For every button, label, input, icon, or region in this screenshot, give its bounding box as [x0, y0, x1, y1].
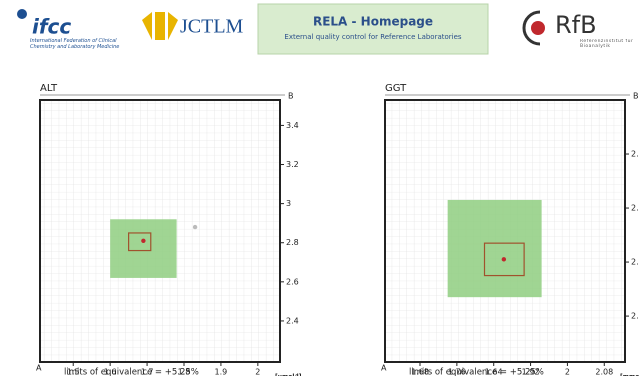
jctlm-logo[interactable]: JCTLM	[142, 12, 244, 40]
ifcc-subtitle: International Federation of Clinical Che…	[30, 38, 120, 50]
x-tick-label: 1.8	[178, 368, 191, 376]
data-point	[192, 224, 198, 230]
ifcc-word: ifcc	[32, 15, 71, 39]
rfb-subtitle: Referenzinstitut für Bioanalytik	[580, 39, 634, 49]
x-tick-label: 1.68	[411, 368, 429, 376]
x-tick-label: 2.08	[595, 368, 613, 376]
x-axis-label: A	[381, 364, 387, 373]
chart-title: GGT	[385, 83, 407, 94]
equivalence-region	[110, 219, 177, 278]
y-tick-label: 2.6	[631, 204, 639, 213]
rela-banner[interactable]: RELA - Homepage External quality control…	[257, 3, 489, 55]
equivalence-note: limits of equivalence = +5.25%	[64, 368, 199, 376]
y-axis-label: B	[288, 92, 294, 101]
y-tick-label: 3	[286, 199, 291, 208]
y-tick-label: 2.4	[631, 258, 639, 267]
y-tick-label: 2.8	[631, 150, 639, 159]
y-tick-label: 2.4	[286, 316, 299, 325]
x-tick-label: 1.9	[215, 368, 228, 376]
y-tick-label: 3.2	[286, 160, 299, 169]
rfb-word: RfB	[555, 11, 597, 39]
unit-label: [mmol/l]	[620, 374, 639, 376]
data-point	[141, 238, 146, 243]
x-tick-label: 1.64	[485, 368, 503, 376]
y-tick-label: 2.8	[286, 238, 299, 247]
rfb-subtitle-box: Referenzinstitut für Bioanalytik	[580, 39, 634, 49]
x-tick-label: 1.5	[67, 368, 80, 376]
chart-title: ALT	[40, 83, 58, 94]
ifcc-logo[interactable]: ifcc International Federation of Clinica…	[17, 9, 120, 62]
y-tick-label: 3.4	[286, 121, 299, 130]
x-tick-label: 1.76	[448, 368, 466, 376]
rfb-logo[interactable]: RfB Referenzinstitut für Bioanalytik	[522, 10, 639, 53]
x-tick-label: 2	[255, 368, 260, 376]
x-tick-label: 1.6	[104, 368, 117, 376]
y-tick-label: 2.6	[286, 277, 299, 286]
unit-label: [umol/l]	[275, 374, 302, 376]
ifcc-subtitle-box: International Federation of Clinical Che…	[30, 38, 120, 50]
equivalence-note: limits of equivalence = +5.25%	[409, 368, 544, 376]
x-axis-label: A	[36, 364, 42, 373]
uncertainty-box	[128, 232, 152, 252]
x-tick-label: 1.92	[522, 368, 540, 376]
x-tick-label: 1.7	[141, 368, 154, 376]
data-point	[501, 257, 507, 262]
y-tick-label: 2.2	[631, 312, 639, 321]
rela-subtitle: External quality control for Reference L…	[284, 33, 461, 41]
x-tick-label: 2	[565, 368, 570, 376]
plot-frame	[384, 99, 626, 363]
plot-frame	[39, 99, 281, 363]
rela-title: RELA - Homepage	[313, 15, 433, 29]
equivalence-region	[447, 199, 542, 298]
y-axis-label: B	[633, 92, 639, 101]
jctlm-word: JCTLM	[180, 16, 244, 38]
uncertainty-box	[483, 242, 525, 277]
